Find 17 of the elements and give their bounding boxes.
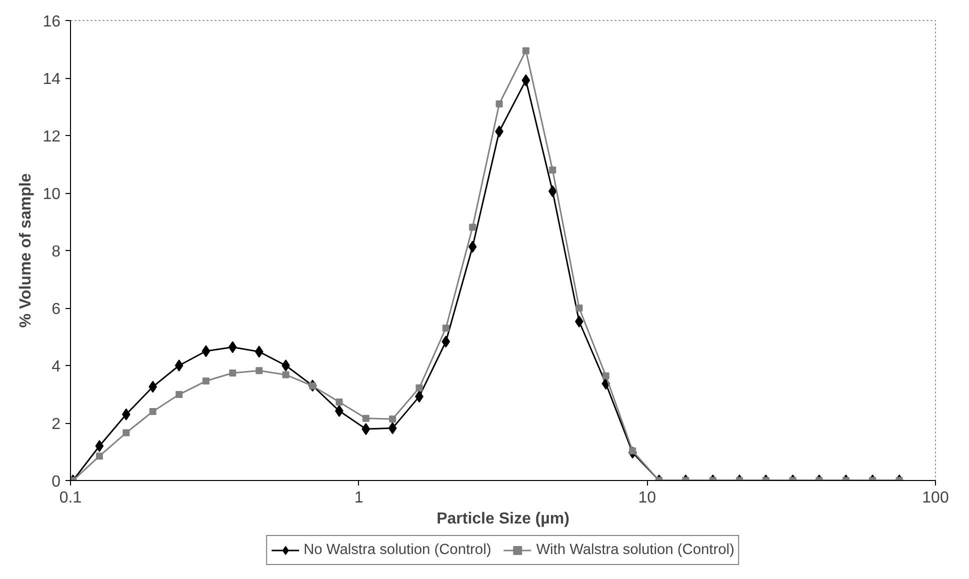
- legend-label: With Walstra solution (Control): [536, 542, 734, 558]
- y-tick-label: 0: [52, 474, 61, 490]
- x-tick-label: 0.1: [59, 490, 82, 506]
- y-tick-label: 4: [52, 358, 61, 376]
- legend-label: No Walstra solution (Control): [304, 542, 492, 558]
- x-tick-label: 100: [922, 490, 949, 506]
- y-tick-label: 2: [52, 416, 61, 433]
- y-tick-label: 10: [42, 186, 61, 203]
- x-tick-label: 10: [638, 490, 656, 506]
- x-tick-label: 1: [354, 490, 364, 506]
- x-axis-title: Particle Size (µm): [436, 510, 570, 528]
- y-tick-label: 6: [52, 301, 61, 318]
- y-tick-label: 16: [42, 14, 61, 30]
- y-axis-title: % Volume of sample: [18, 173, 35, 328]
- y-tick-label: 8: [52, 244, 61, 260]
- y-tick-label: 14: [42, 71, 61, 88]
- y-tick-label: 12: [42, 128, 61, 146]
